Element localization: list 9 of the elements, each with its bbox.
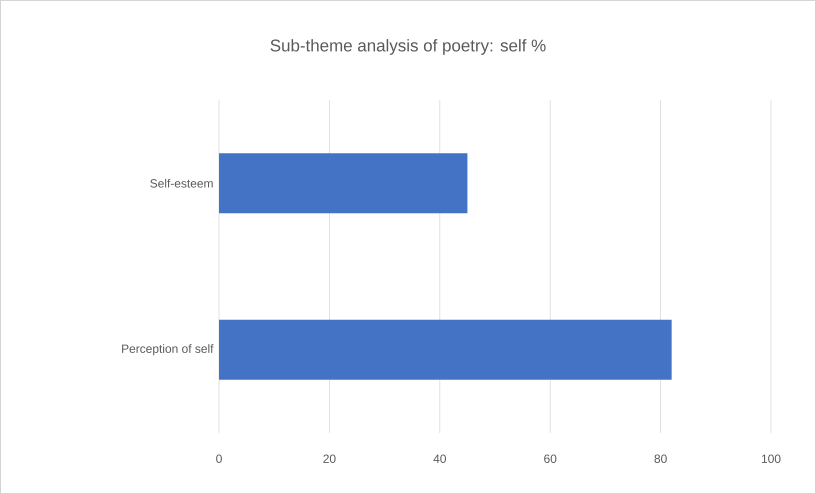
x-tick-label: 60 [544, 454, 556, 463]
y-tick-label: Self-esteem [150, 178, 213, 188]
x-tick-label: 40 [433, 454, 446, 463]
x-tick-label: 80 [654, 454, 667, 463]
x-tick-label: 0 [216, 454, 222, 463]
x-tick-label: 20 [323, 454, 336, 463]
y-tick-label: Perception of self [122, 344, 214, 356]
chart-title: Sub-theme analysis of poetry: self % [270, 39, 546, 55]
x-tick-label: 100 [762, 454, 781, 463]
